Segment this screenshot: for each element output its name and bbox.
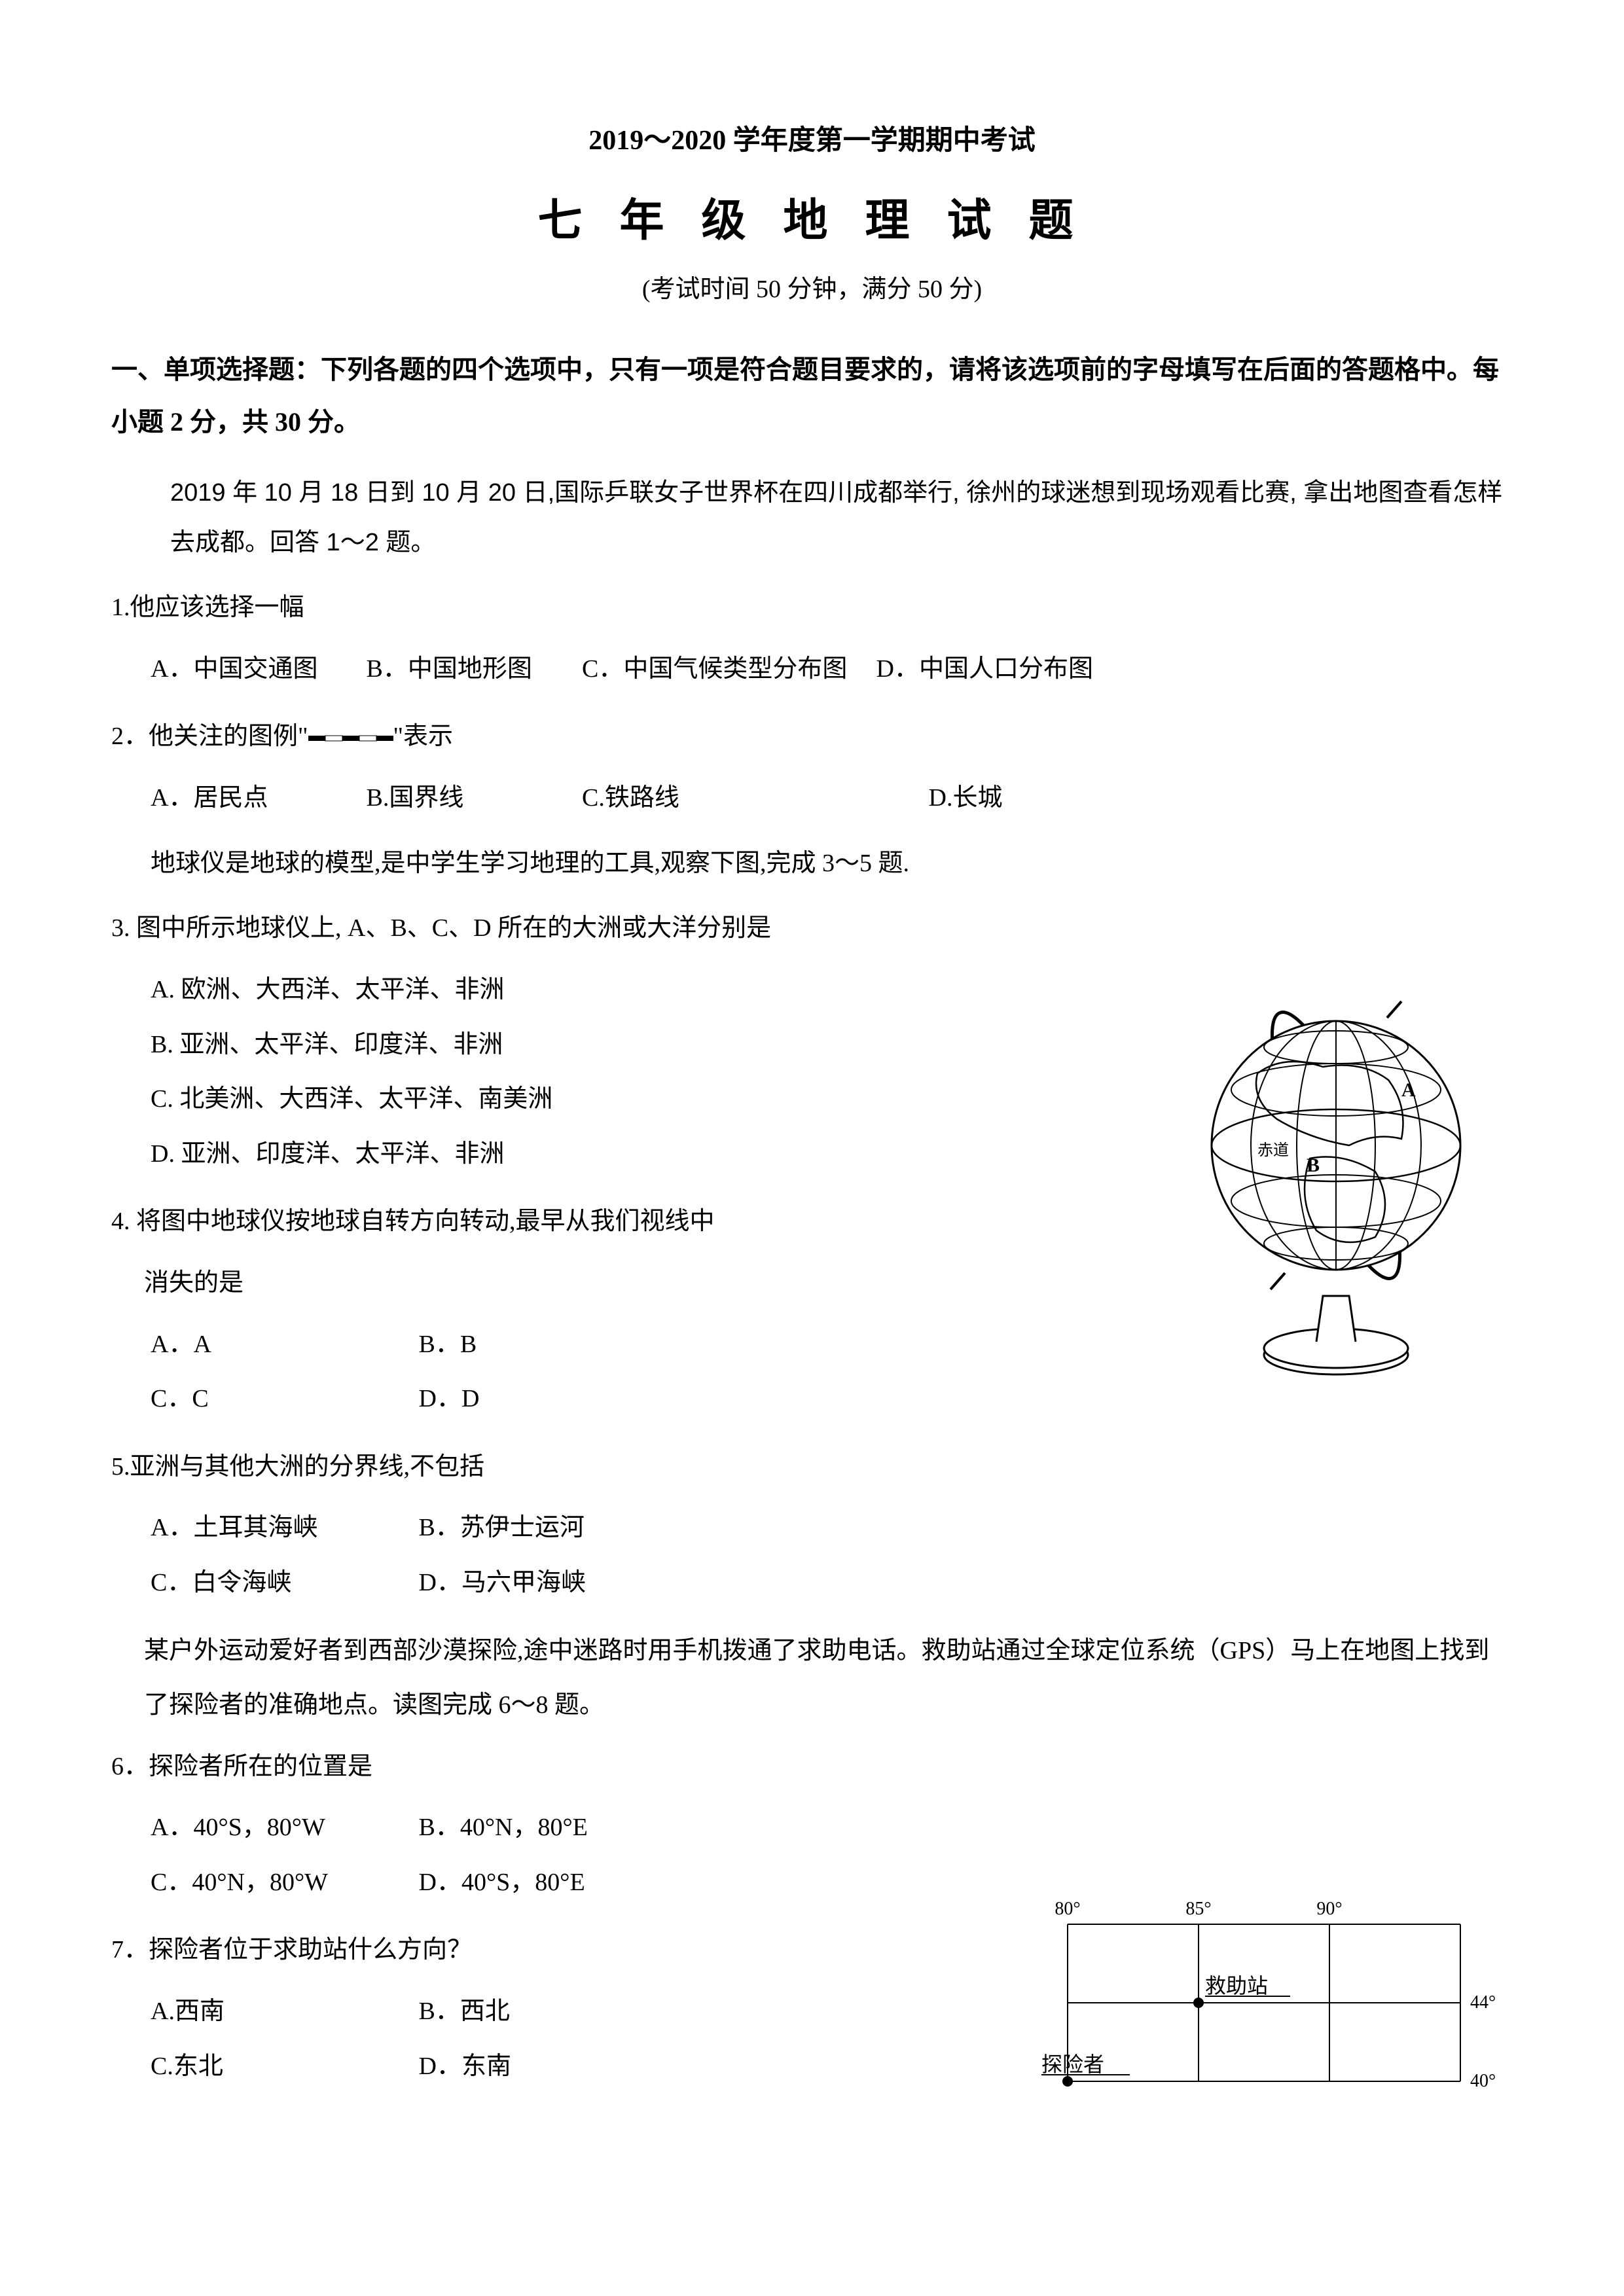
q2-stem-post: "表示	[393, 723, 454, 750]
q6-opt-c: C．40°N，80°W	[151, 1856, 412, 1910]
map-lat-0: 44°	[1470, 1992, 1496, 2013]
globe-label-b: B	[1307, 1155, 1320, 1176]
q2-opt-d: D.长城	[929, 771, 1003, 826]
q2-opt-a: A．居民点	[151, 771, 360, 826]
passage-2: 地球仪是地球的模型,是中学生学习地理的工具,观察下图,完成 3～5 题.	[151, 838, 1513, 888]
q3-stem: 3. 图中所示地球仪上, A、B、C、D 所在的大洲或大洋分别是	[111, 901, 1513, 956]
q7-opt-a: A.西南	[151, 1984, 412, 2039]
globe-label-a: A	[1401, 1079, 1416, 1101]
map-lon-2: 90°	[1316, 1899, 1342, 1919]
explorer-label: 探险者	[1041, 2053, 1104, 2076]
exam-year-term: 2019～2020 学年度第一学期期中考试	[111, 118, 1513, 158]
railway-symbol-icon	[308, 732, 393, 745]
q7-opt-d: D．东南	[419, 2039, 511, 2094]
q5-options: A．土耳其海峡 B．苏伊士运河 C．白令海峡 D．马六甲海峡	[151, 1501, 1513, 1610]
q5-opt-c: C．白令海峡	[151, 1556, 412, 1611]
map-lat-1: 40°	[1470, 2071, 1496, 2091]
q1-opt-c: C．中国气候类型分布图	[582, 642, 870, 697]
q2-stem-pre: 2．他关注的图例"	[111, 723, 308, 750]
explorer-point-icon	[1062, 2076, 1073, 2087]
q7-opt-c: C.东北	[151, 2039, 412, 2094]
q4-opt-d: D．D	[419, 1372, 480, 1427]
exam-title: 七 年 级 地 理 试 题	[111, 184, 1513, 249]
q2-stem: 2．他关注的图例" "表示	[111, 709, 1513, 764]
q6-opt-a: A．40°S，80°W	[151, 1801, 412, 1856]
q1-opt-a: A．中国交通图	[151, 642, 360, 697]
q6-stem: 6．探险者所在的位置是	[111, 1740, 1513, 1795]
map-lon-1: 85°	[1185, 1899, 1211, 1919]
rescue-point-icon	[1193, 1998, 1204, 2008]
q2-opt-b: B.国界线	[367, 771, 576, 826]
q2-opt-c: C.铁路线	[582, 771, 922, 826]
q6-opt-b: B．40°N，80°E	[419, 1801, 588, 1856]
q1-opt-b: B．中国地形图	[367, 642, 576, 697]
q1-opt-d: D．中国人口分布图	[876, 642, 1093, 697]
q5-stem: 5.亚洲与其他大洲的分界线,不包括	[111, 1440, 1513, 1495]
map-lon-0: 80°	[1055, 1899, 1080, 1919]
passage-3: 某户外运动爱好者到西部沙漠探险,途中迷路时用手机拨通了求助电话。救助站通过全球定…	[144, 1624, 1513, 1733]
map-grid-figure: 80° 85° 90° 44° 40° 救助站 探险者	[1028, 1885, 1500, 2121]
q4-opt-a: A．A	[151, 1318, 412, 1372]
exam-info: (考试时间 50 分钟，满分 50 分)	[111, 268, 1513, 304]
section-1-header: 一、单项选择题：下列各题的四个选项中，只有一项是符合题目要求的，请将该选项前的字…	[111, 344, 1513, 448]
q7-opt-b: B．西北	[419, 1984, 510, 2039]
rescue-label: 救助站	[1205, 1974, 1268, 1998]
q4-opt-b: B．B	[419, 1318, 477, 1372]
q5-opt-a: A．土耳其海峡	[151, 1501, 412, 1556]
globe-label-equator: 赤道	[1257, 1141, 1289, 1159]
passage-1: 2019 年 10 月 18 日到 10 月 20 日,国际乒联女子世界杯在四川…	[170, 468, 1513, 567]
q5-opt-d: D．马六甲海峡	[419, 1556, 586, 1611]
q5-opt-b: B．苏伊士运河	[419, 1501, 585, 1556]
q4-opt-c: C．C	[151, 1372, 412, 1427]
q6-opt-d: D．40°S，80°E	[419, 1856, 585, 1910]
globe-figure: A B 赤道	[1179, 975, 1493, 1381]
q2-options: A．居民点 B.国界线 C.铁路线 D.长城	[151, 771, 1513, 826]
q1-stem: 1.他应该选择一幅	[111, 581, 1513, 636]
q1-options: A．中国交通图 B．中国地形图 C．中国气候类型分布图 D．中国人口分布图	[151, 642, 1513, 697]
